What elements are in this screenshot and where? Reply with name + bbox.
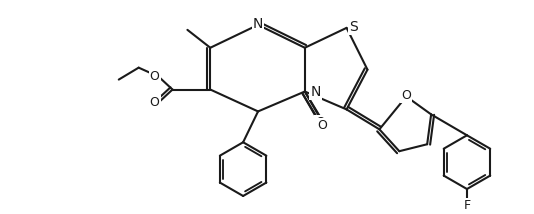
Text: O: O (315, 116, 325, 129)
Text: O: O (150, 70, 160, 83)
Text: F: F (464, 199, 470, 213)
Text: O: O (402, 89, 411, 102)
Text: S: S (349, 20, 358, 34)
Text: N: N (253, 17, 263, 31)
Text: N: N (311, 85, 321, 98)
Text: O: O (150, 96, 160, 109)
Text: O: O (317, 119, 327, 132)
